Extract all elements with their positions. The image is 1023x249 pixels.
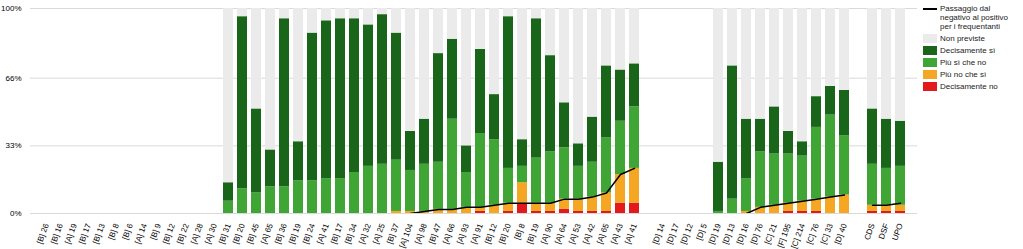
svg-text:[B] 20: [B] 20	[231, 222, 247, 246]
svg-text:[C] 21: [C] 21	[763, 222, 779, 246]
svg-text:[A] 93: [A] 93	[455, 222, 471, 246]
svg-text:[F] 195: [F] 195	[775, 222, 793, 249]
svg-text:[A] 43: [A] 43	[609, 222, 625, 246]
svg-text:UPO: UPO	[890, 222, 904, 241]
svg-text:[B] 17: [B] 17	[329, 222, 345, 246]
svg-text:[B] 26: [B] 26	[35, 222, 51, 246]
svg-text:[B] 12: [B] 12	[161, 222, 177, 246]
svg-text:[B] 20: [B] 20	[497, 222, 513, 245]
svg-text:[B] 36: [B] 36	[273, 222, 289, 246]
svg-text:[A] 53: [A] 53	[567, 222, 583, 246]
svg-text:[A] 65: [A] 65	[259, 222, 275, 246]
svg-text:[B] 19: [B] 19	[525, 222, 541, 246]
svg-text:[A] 64: [A] 64	[553, 222, 569, 246]
svg-text:[A] 42: [A] 42	[581, 222, 597, 246]
svg-text:[B] 8: [B] 8	[513, 222, 527, 241]
svg-text:[B] 45: [B] 45	[245, 222, 261, 246]
svg-text:[B] 16: [B] 16	[49, 222, 65, 246]
svg-text:[A] 28: [A] 28	[189, 222, 205, 246]
svg-text:[D] 13: [D] 13	[721, 222, 737, 246]
svg-text:[B] 13: [B] 13	[91, 222, 107, 245]
svg-text:0%: 0%	[10, 209, 22, 218]
svg-text:[D] 40: [D] 40	[833, 222, 849, 246]
svg-text:33%: 33%	[5, 141, 21, 150]
svg-text:[B] 34: [B] 34	[343, 222, 359, 246]
html-text:Passaggio dal negativo al posi: Passaggio dal negativo al positivo per i…	[940, 4, 1008, 31]
svg-text:[A] 91: [A] 91	[469, 222, 485, 246]
svg-text:[A] 14: [A] 14	[133, 222, 149, 245]
svg-text:[A] 41: [A] 41	[623, 222, 639, 245]
svg-text:DSF: DSF	[877, 222, 891, 240]
svg-text:[A] 98: [A] 98	[413, 222, 429, 246]
svg-text:[A] 41: [A] 41	[315, 222, 331, 246]
svg-text:[A] 32: [A] 32	[357, 222, 373, 246]
svg-text:[D] 76: [D] 76	[749, 222, 765, 246]
svg-text:[C] 76: [C] 76	[805, 222, 821, 246]
svg-text:CDS: CDS	[863, 222, 877, 241]
svg-text:100%: 100%	[1, 4, 21, 13]
svg-text:[B] 12: [B] 12	[483, 222, 499, 246]
svg-text:[C] 214: [C] 214	[790, 222, 807, 249]
svg-text:[D] 17: [D] 17	[665, 222, 681, 246]
svg-text:[A] 19: [A] 19	[63, 222, 79, 246]
svg-text:[C] 33: [C] 33	[819, 222, 835, 246]
svg-text:[B] 19: [B] 19	[287, 222, 303, 246]
svg-text:[A] 90: [A] 90	[539, 222, 555, 246]
svg-text:[B] 31: [B] 31	[217, 222, 233, 246]
svg-text:[A] 25: [A] 25	[371, 222, 387, 246]
html-text:Decisamente sì: Decisamente sì	[940, 46, 996, 55]
svg-text:[D] 5: [D] 5	[695, 222, 709, 241]
svg-text:[B] 8: [B] 8	[107, 222, 121, 241]
svg-text:[D] 19: [D] 19	[707, 222, 723, 246]
svg-text:[D] 16: [D] 16	[735, 222, 751, 246]
svg-text:66%: 66%	[5, 74, 21, 83]
svg-text:[B] 17: [B] 17	[77, 222, 93, 246]
svg-text:[B] 24: [B] 24	[301, 222, 317, 246]
html-text:Decisamente no: Decisamente no	[940, 82, 998, 91]
svg-text:[A] 66: [A] 66	[441, 222, 457, 246]
svg-text:[B] 47: [B] 47	[427, 222, 443, 246]
svg-text:[A] 104: [A] 104	[398, 222, 415, 249]
svg-text:[D] 14: [D] 14	[651, 222, 667, 246]
svg-text:[B] 6: [B] 6	[121, 222, 135, 241]
svg-text:[D] 12: [D] 12	[679, 222, 695, 246]
html-text:Non previste: Non previste	[940, 34, 985, 43]
svg-text:[A] 65: [A] 65	[595, 222, 611, 246]
svg-text:[A] 30: [A] 30	[203, 222, 219, 246]
svg-text:[B] 37: [B] 37	[385, 222, 401, 246]
html-text:Più no che sì: Più no che sì	[940, 70, 987, 79]
html-text:Più sì che no: Più sì che no	[940, 58, 987, 67]
svg-text:[B] 9: [B] 9	[149, 222, 163, 241]
svg-text:[B] 22: [B] 22	[175, 222, 191, 246]
